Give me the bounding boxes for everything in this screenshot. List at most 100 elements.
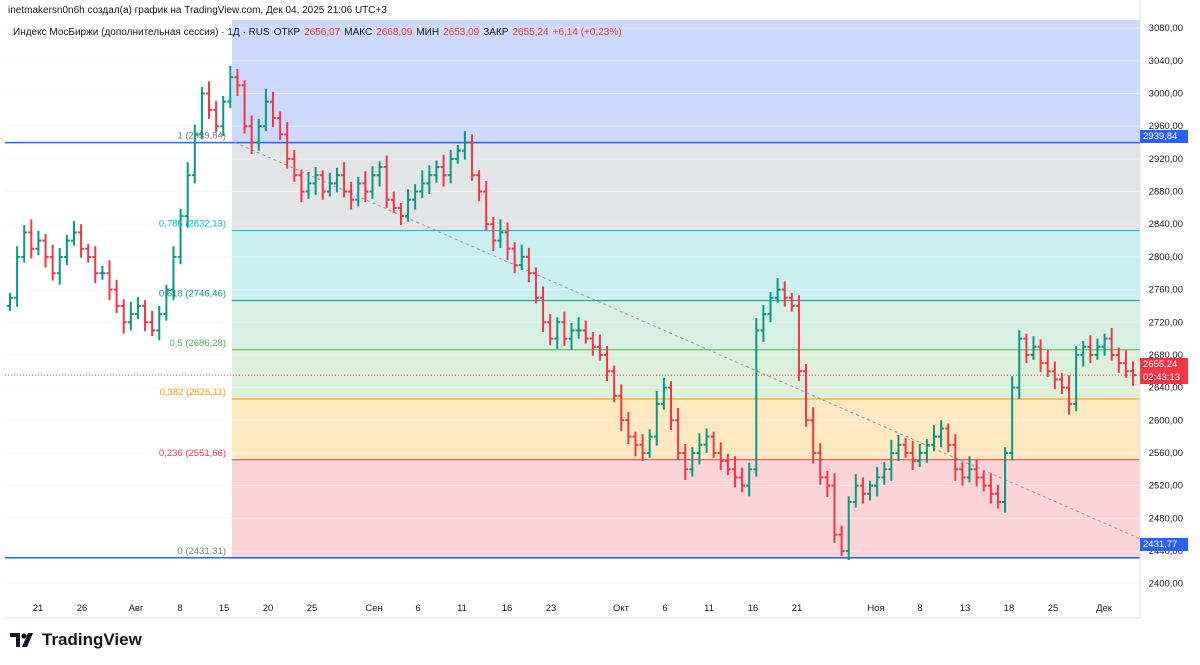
time-tick-label: 13 bbox=[960, 603, 971, 614]
ohlc-bar bbox=[99, 265, 106, 280]
ohlc-bar bbox=[312, 167, 319, 195]
ohlc-bar bbox=[284, 122, 291, 169]
ohlc-bar bbox=[710, 431, 717, 458]
ohlc-bar bbox=[696, 433, 703, 465]
ohlc-bar bbox=[198, 86, 205, 140]
ohlc-bar bbox=[333, 167, 340, 193]
price-axis[interactable]: 2400,00 2440,00 2480,00 2520,00 2560,00 2600,… bbox=[1139, 0, 1183, 618]
ohlc-bar bbox=[85, 243, 92, 263]
ohlc-bar bbox=[611, 365, 618, 403]
ohlc-bar bbox=[78, 224, 85, 258]
ohlc-bar bbox=[1023, 333, 1030, 364]
fib-zone bbox=[232, 230, 1140, 301]
ohlc-bar bbox=[589, 332, 596, 356]
ohlc-bar bbox=[767, 292, 774, 323]
ohlc-bar bbox=[561, 311, 568, 346]
price-tick-label: 2800,00 bbox=[1149, 252, 1183, 263]
time-tick-label: 18 bbox=[1004, 603, 1015, 614]
fib-zone bbox=[232, 349, 1140, 399]
ohlc-bar bbox=[518, 244, 525, 270]
ohlc-bar bbox=[1094, 338, 1101, 360]
ohlc-bar bbox=[92, 246, 99, 284]
time-tick-label: 15 bbox=[219, 603, 230, 614]
symbol-header: Индекс МосБиржи (дополнительная сессия) … bbox=[13, 27, 622, 38]
ohlc-bar bbox=[739, 467, 746, 493]
ohlc-bar bbox=[1044, 350, 1051, 377]
ohlc-bar bbox=[70, 220, 77, 246]
ohlc-bar bbox=[859, 477, 866, 504]
time-tick-label: 8 bbox=[917, 603, 922, 614]
time-tick-label: 11 bbox=[457, 603, 467, 614]
ohlc-bar bbox=[440, 154, 447, 187]
ohlc-bar bbox=[788, 292, 795, 312]
ohlc-bar bbox=[831, 473, 838, 543]
ohlc-bar bbox=[852, 474, 859, 508]
ohlc-bar bbox=[170, 246, 177, 301]
ohlc-bar bbox=[795, 295, 802, 382]
time-tick-label: Авг bbox=[129, 603, 144, 614]
ohlc-bar bbox=[639, 434, 646, 462]
ohlc-bar bbox=[220, 95, 227, 136]
ohlc-bar bbox=[845, 496, 852, 560]
ohlc-bar bbox=[753, 318, 760, 477]
price-tick-label: 2760,00 bbox=[1149, 285, 1183, 296]
ohlc-bar bbox=[14, 246, 21, 307]
ohlc-bar bbox=[653, 390, 660, 446]
ohlc-bar bbox=[1066, 375, 1073, 415]
ohlc-bar bbox=[838, 525, 845, 556]
fib-label: 0,5 (2686,28) bbox=[169, 338, 226, 349]
ohlc-bar bbox=[731, 456, 738, 488]
low-value: 2653,09 bbox=[443, 27, 480, 38]
ohlc-bar bbox=[675, 408, 682, 460]
price-tick-label: 2920,00 bbox=[1149, 154, 1183, 165]
time-tick-label: 11 bbox=[704, 603, 714, 614]
ohlc-bar bbox=[476, 170, 483, 202]
symbol-name[interactable]: Индекс МосБиржи (дополнительная сессия) … bbox=[13, 27, 270, 38]
ohlc-bar bbox=[547, 314, 554, 346]
ohlc-bar bbox=[604, 345, 611, 382]
trendline-line bbox=[234, 142, 1141, 540]
ohlc-bar bbox=[291, 149, 298, 182]
ohlc-bar bbox=[362, 171, 369, 203]
time-tick-label: 25 bbox=[1048, 603, 1059, 614]
open-label: ОТКР bbox=[273, 27, 301, 38]
ohlc-bar bbox=[28, 219, 35, 259]
time-axis[interactable]: 21 26 Авг 8 15 20 25 Сен 6 11 16 23 Окт 6 11 16 21 Ноя 8 13… bbox=[5, 603, 1140, 619]
price-tick-label: 2480,00 bbox=[1149, 513, 1183, 524]
fib-zone bbox=[232, 300, 1140, 350]
time-tick-label: Ноя bbox=[867, 603, 884, 614]
ohlc-bar bbox=[127, 301, 134, 331]
ohlc-bar bbox=[461, 131, 468, 160]
ohlc-bar bbox=[781, 281, 788, 307]
time-tick-label: Сен bbox=[365, 603, 382, 614]
time-tick-label: 6 bbox=[415, 603, 420, 614]
ohlc-bar bbox=[874, 466, 881, 497]
ohlc-bar bbox=[269, 91, 276, 128]
price-tick-label: 2880,00 bbox=[1149, 187, 1183, 198]
level-high-tag: 2939,84 bbox=[1140, 130, 1188, 143]
ohlc-bar bbox=[234, 69, 241, 96]
ohlc-bar bbox=[668, 381, 675, 431]
close-value: 2655,24 bbox=[512, 27, 549, 38]
time-tick-label: 8 bbox=[177, 603, 182, 614]
ohlc-bar bbox=[1073, 345, 1080, 412]
price-tick-label: 2720,00 bbox=[1149, 317, 1183, 328]
ohlc-bar bbox=[106, 260, 113, 301]
trendline[interactable] bbox=[234, 142, 1141, 540]
ohlc-bar bbox=[596, 334, 603, 361]
ohlc-bar bbox=[774, 278, 781, 303]
tradingview-logo[interactable]: TradingView bbox=[10, 630, 142, 650]
price-tick-label: 2440,00 bbox=[1149, 546, 1183, 557]
ohlc-bar bbox=[149, 310, 156, 337]
ohlc-bar bbox=[227, 65, 234, 109]
ohlc-bar bbox=[1016, 330, 1023, 400]
ohlc-bar bbox=[938, 420, 945, 448]
ohlc-bar bbox=[1115, 347, 1122, 373]
ohlc-bar bbox=[930, 425, 937, 452]
price-tick-label: 2640,00 bbox=[1149, 383, 1183, 394]
ohlc-bar bbox=[1058, 372, 1065, 395]
ohlc-bar bbox=[341, 162, 348, 198]
ohlc-bar bbox=[1009, 376, 1016, 461]
fib-label: 0,236 (2551,66) bbox=[159, 448, 226, 459]
